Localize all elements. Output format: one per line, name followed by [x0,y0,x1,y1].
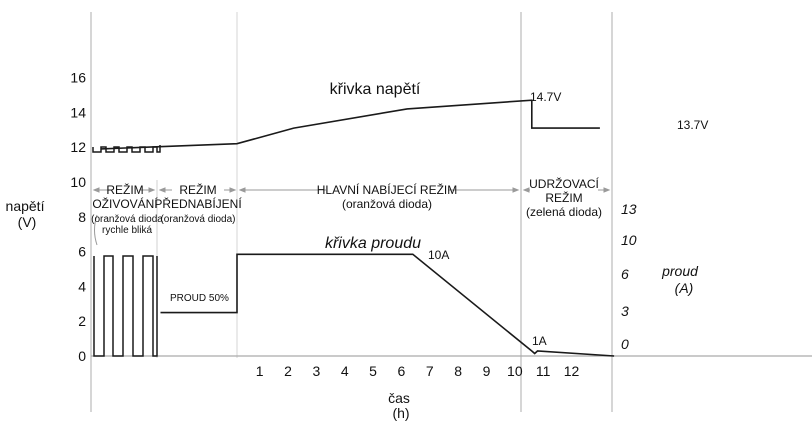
phase-ozivovani-note1: (oranžová dioda [91,214,163,225]
x-tick-label: 8 [454,363,462,379]
phase-ozivovani-line2: OŽIVOVÁNÍ [92,196,158,211]
x-tick-label: 12 [564,363,580,379]
annotation-v-float: 13.7V [677,118,708,132]
current-pulse-train [93,255,158,357]
phase-prednabijeni-line1: REŽIM [179,182,216,197]
y-left-tick-label: 14 [70,104,86,120]
voltage-curve [100,99,600,150]
x-tick-label: 2 [284,363,292,379]
annotation-precharge: PROUD 50% [170,293,229,304]
phase-ozivovani-line1: REŽIM [106,182,143,197]
x-ticks: 1 2 3 4 5 6 7 8 9 10 11 12 [256,363,580,379]
x-tick-label: 7 [426,363,434,379]
annotation-v-max: 14.7V [530,90,561,104]
phase-arrows [92,187,611,246]
phase-udrzovaci-line2: REŽIM [545,190,582,205]
x-unit: (h) [392,405,409,421]
series-layer [100,99,615,357]
annotation-i-max: 10A [428,248,449,262]
annotation-i-min: 1A [532,334,547,348]
y-left-unit: (V) [18,214,37,230]
y-right-tick-label: 10 [621,232,637,248]
x-tick-label: 9 [483,363,491,379]
x-tick-label: 4 [341,363,349,379]
y-right-unit: (A) [675,280,694,296]
y-left-tick-label: 8 [78,209,86,225]
phase-hlavni-line1: HLAVNÍ NABÍJECÍ REŽIM [317,182,457,197]
x-tick-label: 1 [256,363,264,379]
x-tick-label: 3 [312,363,320,379]
x-tick-label: 5 [369,363,377,379]
phase-hlavni-note1: (oranžová dioda) [342,197,432,211]
phase-ozivovani-note2: rychle bliká [102,225,152,236]
y-left-tick-label: 4 [78,278,86,294]
y-right-tick-label: 3 [621,303,629,319]
x-tick-label: 6 [398,363,406,379]
current-series-label: křivka proudu [325,235,421,252]
phase-prednabijeni-note1: (oranžová dioda) [160,214,235,225]
y-left-ticks: 0 2 4 6 8 10 12 14 16 [70,70,86,364]
y-right-label: proud [661,263,699,279]
voltage-series-label: křivka napětí [330,81,421,98]
y-left-tick-label: 10 [70,174,86,190]
x-tick-label: 11 [536,363,551,379]
phase-prednabijeni-line2: PŘEDNABÍJENÍ [154,196,242,211]
y-right-tick-label: 13 [621,201,637,217]
y-left-tick-label: 0 [78,348,86,364]
y-left-label: napětí [6,198,45,214]
x-tick-label: 10 [507,363,523,379]
y-left-tick-label: 16 [70,70,86,86]
y-left-tick-label: 12 [70,139,86,155]
phase-udrzovaci-note1: (zelená dioda) [526,205,602,219]
y-left-tick-label: 6 [78,244,86,260]
x-label: čas [388,390,410,406]
y-right-tick-label: 0 [621,336,629,352]
y-right-ticks: 0 3 6 10 13 [621,201,637,352]
y-left-tick-label: 2 [78,313,86,329]
y-right-tick-label: 6 [621,266,629,282]
phase-udrzovaci-line1: UDRŽOVACÍ [529,176,599,191]
current-curve [160,253,615,357]
